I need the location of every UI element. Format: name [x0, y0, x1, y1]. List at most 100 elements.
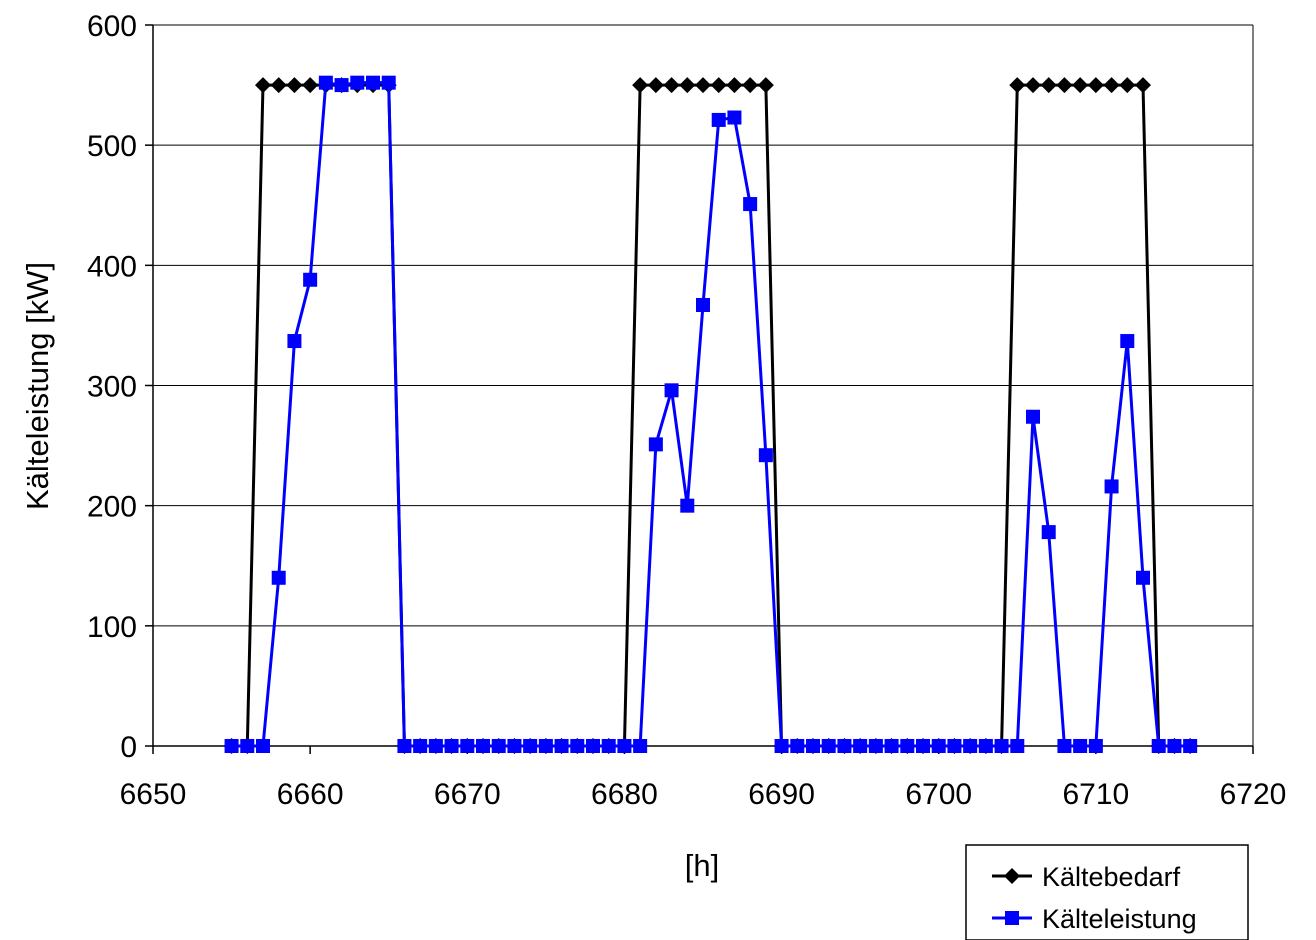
- data-point-square: [853, 739, 868, 753]
- data-point-diamond: [742, 77, 759, 94]
- data-point-square: [868, 739, 883, 753]
- data-point-square: [758, 448, 773, 463]
- data-point-square: [696, 297, 710, 312]
- data-point-square: [1088, 739, 1103, 753]
- legend-marker-square: [1005, 911, 1019, 925]
- data-point-square: [303, 272, 318, 287]
- data-point-square: [806, 739, 820, 753]
- data-point-square: [1183, 739, 1198, 753]
- data-point-square: [774, 739, 789, 753]
- y-tick-labels: 0 100 200 300 400 500 600: [87, 10, 137, 764]
- data-point-diamond: [1135, 77, 1151, 94]
- x-tick-label: 6680: [591, 778, 658, 811]
- series-line: [231, 80, 1191, 748]
- data-point-square: [413, 739, 428, 753]
- data-point-square: [1120, 334, 1135, 349]
- data-point-square: [224, 739, 239, 753]
- data-point-square: [617, 739, 632, 753]
- plot-area: [223, 75, 1199, 754]
- data-point-diamond: [647, 77, 664, 94]
- data-point-square: [491, 739, 506, 753]
- data-point-square: [381, 75, 396, 90]
- y-axis-title: Kälteleistung [kW]: [20, 262, 55, 510]
- data-point-diamond: [1009, 77, 1026, 94]
- data-point-diamond: [1072, 77, 1089, 94]
- data-point-diamond: [302, 77, 319, 94]
- x-axis-title: [h]: [685, 848, 719, 883]
- x-tick-label: 6720: [1220, 778, 1287, 811]
- data-point-diamond: [726, 77, 743, 94]
- x-tick-label: 6690: [748, 778, 815, 811]
- data-point-square: [900, 739, 915, 753]
- legend: Kältebedarf Kälteleistung: [965, 844, 1249, 940]
- data-point-square: [994, 739, 1009, 753]
- data-point-square: [554, 739, 569, 753]
- data-point-square: [931, 739, 946, 753]
- data-point-square: [1151, 739, 1166, 753]
- data-point-diamond: [710, 77, 727, 94]
- data-point-square: [523, 739, 538, 753]
- x-tick-label: 6670: [434, 778, 501, 811]
- data-point-square: [978, 739, 993, 753]
- data-point-square: [1136, 570, 1150, 585]
- data-point-square: [1057, 739, 1072, 753]
- data-point-diamond: [286, 77, 303, 94]
- data-point-square: [1167, 739, 1182, 753]
- data-point-square: [460, 739, 475, 753]
- data-point-square: [633, 739, 648, 753]
- data-point-square: [963, 739, 978, 753]
- data-point-square: [884, 739, 899, 753]
- data-point-diamond: [1025, 77, 1041, 94]
- series-kaeltebedarf: [223, 77, 1199, 754]
- data-point-square: [428, 739, 443, 753]
- y-tick-label: 100: [87, 611, 137, 644]
- data-point-square: [334, 78, 349, 93]
- data-point-diamond: [663, 77, 680, 94]
- x-tick-label: 6650: [120, 778, 187, 811]
- data-point-square: [538, 739, 553, 753]
- data-point-square: [1026, 409, 1040, 424]
- data-point-square: [601, 739, 616, 753]
- data-point-diamond: [679, 77, 696, 94]
- data-point-diamond: [1119, 77, 1136, 94]
- x-tick-labels: 6650 6660 6670 6680 6690 6700 6710 6720: [120, 778, 1287, 811]
- data-point-diamond: [1040, 77, 1057, 94]
- data-point-square: [256, 739, 270, 753]
- x-tick-label: 6700: [905, 778, 972, 811]
- y-tick-label: 0: [120, 731, 137, 764]
- y-tick-label: 300: [87, 371, 137, 404]
- legend-label-kaelteleistung: Kälteleistung: [1042, 904, 1197, 934]
- grid-lines: [153, 24, 1253, 627]
- data-point-square: [727, 110, 742, 125]
- series-line: [231, 83, 1191, 748]
- x-tick-label: 6660: [277, 778, 344, 811]
- y-tick-label: 600: [87, 10, 137, 43]
- data-point-square: [837, 739, 852, 753]
- data-point-square: [821, 739, 836, 753]
- data-point-square: [271, 570, 286, 585]
- data-point-square: [240, 739, 255, 753]
- legend-label-kaeltebedarf: Kältebedarf: [1042, 862, 1181, 892]
- data-point-diamond: [632, 77, 649, 94]
- data-point-square: [350, 75, 365, 90]
- axes: [145, 24, 1254, 754]
- data-point-diamond: [695, 77, 711, 94]
- data-point-diamond: [270, 77, 287, 94]
- data-point-diamond: [1103, 77, 1120, 94]
- x-tick-label: 6710: [1062, 778, 1129, 811]
- y-tick-label: 400: [87, 250, 137, 283]
- data-point-square: [648, 437, 663, 452]
- data-point-square: [318, 75, 333, 90]
- data-point-square: [287, 334, 302, 349]
- data-point-square: [1010, 739, 1025, 753]
- data-point-square: [790, 739, 805, 753]
- data-point-square: [680, 498, 695, 513]
- data-point-diamond: [1087, 77, 1104, 94]
- data-point-diamond: [255, 77, 271, 94]
- data-point-square: [1041, 525, 1056, 540]
- legend-marker-diamond: [1004, 868, 1020, 884]
- data-point-square: [476, 739, 490, 753]
- y-tick-label: 200: [87, 491, 137, 524]
- data-point-square: [1104, 479, 1119, 494]
